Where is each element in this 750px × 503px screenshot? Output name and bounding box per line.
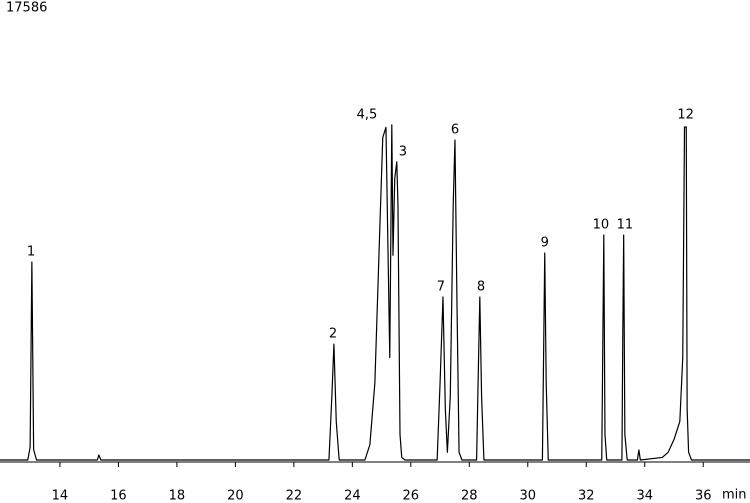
trace-line	[0, 124, 750, 461]
x-tick-label: 30	[520, 489, 537, 503]
y-tick-label: 17586	[6, 1, 47, 16]
peak-label: 3	[399, 144, 407, 159]
x-tick-label: 20	[227, 489, 244, 503]
x-axis-label: min	[722, 488, 747, 503]
peak-label: 6	[451, 123, 459, 138]
peak-label: 8	[477, 280, 485, 295]
peak-label: 1	[27, 244, 35, 259]
peak-label: 7	[437, 280, 445, 295]
x-tick-label: 14	[52, 489, 69, 503]
x-tick-label: 24	[344, 489, 361, 503]
x-tick-label: 16	[110, 489, 127, 503]
x-tick-label: 36	[695, 489, 712, 503]
peak-label: 9	[541, 235, 549, 250]
x-tick-label: 32	[578, 489, 595, 503]
x-tick-label: 28	[461, 489, 478, 503]
x-tick-label: 34	[636, 489, 653, 503]
x-tick-label: 18	[169, 489, 186, 503]
peak-label: 12	[677, 107, 694, 122]
peak-label: 10	[593, 218, 610, 233]
peak-label: 2	[329, 327, 337, 342]
x-tick-label: 22	[286, 489, 303, 503]
peak-label: 11	[617, 218, 634, 233]
x-tick-label: 26	[403, 489, 420, 503]
peak-label: 4,5	[357, 107, 378, 122]
